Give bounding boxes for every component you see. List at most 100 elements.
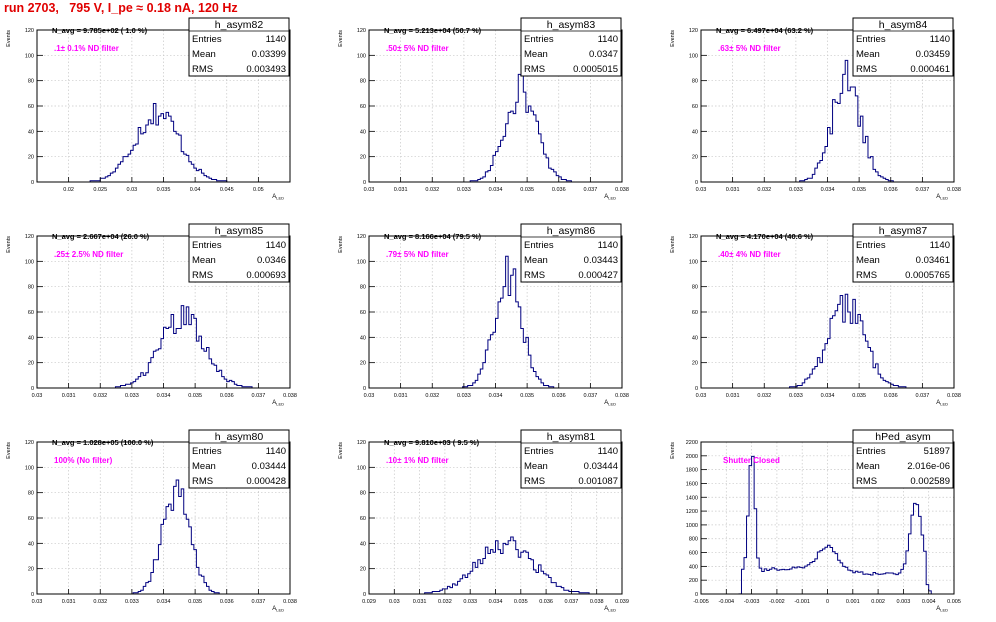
stats-entries-value: 1140 [266, 240, 286, 251]
stats-entries-label: Entries [192, 446, 222, 457]
histogram-panel-h_asym82: 0.02 0.025 0.03 0.035 0.04 0.045 0.05 0 20 40 60 80… [6, 17, 291, 201]
y-axis-label: Events [670, 30, 676, 47]
x-tick-label: 0.037 [251, 599, 265, 605]
y-tick-label: 100 [357, 259, 366, 265]
stats-entries-label: Entries [856, 240, 886, 251]
stats-box: h_asym81 Entries 1140 Mean 0.03444 RMS 0.00108… [520, 429, 622, 489]
x-axis-label: ALED [604, 606, 616, 613]
filter-label: 100% (No filter) [54, 456, 113, 465]
x-tick-label: 0.03 [127, 187, 138, 193]
x-tick-label: 0.036 [552, 187, 566, 193]
stats-mean-label: Mean [856, 49, 880, 60]
stats-box: h_asym87 Entries 1140 Mean 0.03461 RMS 0.00057… [852, 223, 954, 283]
x-tick-label: 0.034 [821, 187, 835, 193]
stats-box-frame [188, 223, 290, 283]
y-tick-label: 120 [25, 440, 34, 446]
x-tick-label: 0.03 [32, 393, 43, 399]
y-tick-label: 0 [363, 386, 366, 392]
x-tick-label: 0.036 [552, 393, 566, 399]
y-tick-label: 1800 [686, 468, 698, 474]
run-title: run 2703, 795 V, I_pe ≈ 0.18 nA, 120 Hz [4, 1, 238, 15]
stats-rms-label: RMS [192, 64, 213, 75]
x-tick-label: 0.031 [62, 393, 76, 399]
histogram-name: h_asym86 [547, 225, 596, 237]
histogram-name: h_asym81 [547, 431, 596, 443]
filter-label: .50± 5% ND filter [386, 44, 449, 53]
y-tick-label: 40 [360, 541, 366, 547]
filter-label: .1± 0.1% ND filter [54, 44, 119, 53]
histogram-name: h_asym87 [879, 225, 928, 237]
x-tick-label: 0.004 [922, 599, 936, 605]
x-tick-label: 0.035 [520, 187, 534, 193]
stats-box-frame [188, 429, 290, 489]
stats-mean-label: Mean [856, 255, 880, 266]
y-tick-label: 60 [692, 104, 698, 110]
y-tick-label: 60 [360, 104, 366, 110]
y-axis-label: Events [338, 442, 344, 459]
x-tick-label: 0.001 [846, 599, 860, 605]
x-tick-label: 0.034 [489, 187, 503, 193]
x-tick-label: 0.035 [852, 393, 866, 399]
y-tick-label: 0 [31, 180, 34, 186]
x-tick-label: 0.04 [190, 187, 201, 193]
x-tick-label: 0.03 [696, 393, 707, 399]
x-tick-label: 0.038 [615, 187, 629, 193]
x-tick-label: 0.031 [394, 187, 408, 193]
x-tick-label: 0.032 [425, 187, 439, 193]
x-tick-label: 0.036 [220, 393, 234, 399]
x-tick-label: 0.045 [220, 187, 234, 193]
y-tick-label: 100 [357, 465, 366, 471]
stats-box-frame [852, 429, 954, 489]
x-tick-label: 0.031 [413, 599, 427, 605]
histogram-panel-h_asym81: 0.029 0.03 0.031 0.032 0.033 0.034 0.035 0.036 0… [338, 429, 629, 613]
y-tick-label: 40 [28, 541, 34, 547]
histogram-name: h_asym82 [215, 19, 264, 31]
x-tick-label: 0.032 [757, 187, 771, 193]
y-tick-label: 80 [360, 79, 366, 85]
x-tick-label: 0.031 [62, 599, 76, 605]
stats-box: h_asym85 Entries 1140 Mean 0.0346 RMS 0.000693 [188, 223, 290, 283]
stats-entries-value: 51897 [924, 446, 950, 457]
y-tick-label: 0 [695, 180, 698, 186]
y-tick-label: 20 [28, 567, 34, 573]
y-tick-label: 100 [25, 259, 34, 265]
stats-mean-value: 0.0347 [589, 49, 618, 60]
y-tick-label: 0 [695, 592, 698, 598]
y-tick-label: 80 [28, 79, 34, 85]
y-tick-label: 0 [31, 592, 34, 598]
stats-mean-value: 0.0346 [257, 255, 286, 266]
y-tick-label: 20 [28, 361, 34, 367]
x-axis-label: ALED [936, 606, 948, 613]
histogram-line [369, 536, 622, 595]
x-tick-label: 0.035 [188, 393, 202, 399]
stats-box: h_asym80 Entries 1140 Mean 0.03444 RMS 0.00042… [188, 429, 290, 489]
x-tick-label: 0.033 [789, 187, 803, 193]
y-tick-label: 2200 [686, 440, 698, 446]
x-tick-label: 0.033 [125, 393, 139, 399]
y-tick-label: 60 [360, 516, 366, 522]
stats-mean-value: 0.03461 [916, 255, 950, 266]
stats-entries-label: Entries [856, 446, 886, 457]
x-tick-label: 0.031 [394, 393, 408, 399]
y-axis-label: Events [670, 442, 676, 459]
stats-mean-value: 2.016e-06 [907, 461, 950, 472]
stats-rms-value: 0.001087 [578, 476, 618, 487]
histogram-line [701, 455, 954, 595]
y-tick-label: 100 [689, 259, 698, 265]
x-tick-label: 0.038 [947, 393, 961, 399]
stats-entries-label: Entries [524, 240, 554, 251]
y-tick-label: 80 [28, 491, 34, 497]
x-tick-label: 0.038 [615, 393, 629, 399]
y-tick-label: 0 [363, 180, 366, 186]
y-tick-label: 20 [360, 361, 366, 367]
x-tick-label: 0.02 [63, 187, 74, 193]
n-avg-label: N_avg = 9.785e+02 ( 1.0 %) [52, 26, 148, 35]
y-tick-label: 0 [363, 592, 366, 598]
filter-label: .79± 5% ND filter [386, 250, 449, 259]
filter-label: .25± 2.5% ND filter [54, 250, 123, 259]
y-tick-label: 20 [692, 155, 698, 161]
y-tick-label: 60 [28, 516, 34, 522]
histogram-panel-h_asym87: 0.03 0.031 0.032 0.033 0.034 0.035 0.036 0.037 0… [670, 223, 961, 407]
y-tick-label: 120 [357, 440, 366, 446]
x-tick-label: 0.032 [425, 393, 439, 399]
